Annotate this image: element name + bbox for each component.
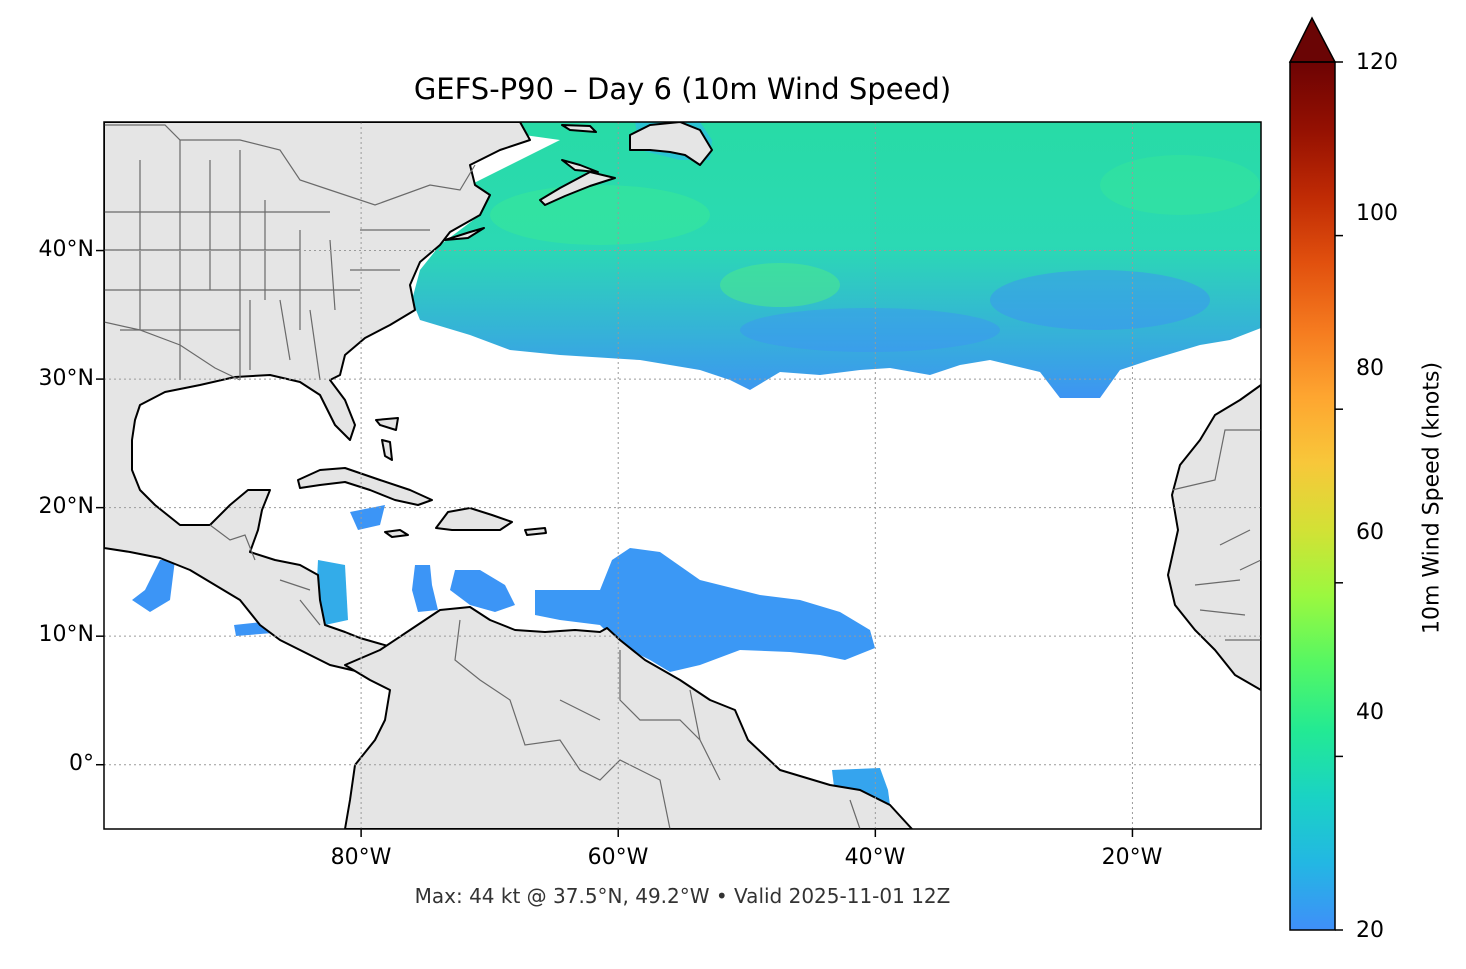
valid-time-footer: Max: 44 kt @ 37.5°N, 49.2°W • Valid 2025… [414,884,951,908]
wind-low-2 [740,308,1000,352]
border-africa [1171,429,1261,641]
map-panel [96,121,1262,837]
lat-label-10n: 10°N [38,622,94,647]
state-lines-1 [104,140,430,380]
lon-label-60w: 60°W [587,845,649,870]
colorbar-tick-label-120: 120 [1356,50,1398,75]
land-puerto-rico [524,527,547,536]
wind-field [132,122,1261,805]
lat-label-30n: 30°N [38,366,94,391]
lat-label-40n: 40°N [38,237,94,262]
colorbar-extend-arrow [1288,16,1337,63]
axis-ticks [96,249,1134,837]
colorbar-tick-label-100: 100 [1356,201,1398,226]
colorbar-tick-label-20: 20 [1356,918,1384,943]
state-lines-2 [120,160,321,381]
map-frame [103,121,1262,830]
wind-region-honduras-patch [316,560,348,625]
borders [104,124,1261,829]
chart-title: GEFS-P90 – Day 6 (10m Wind Speed) [413,72,952,106]
land-newfoundland [629,122,713,166]
land-south-america [344,606,913,829]
lon-label-40w: 40°W [844,845,906,870]
wind-region-hispaniola-south [350,505,385,530]
land-jamaica [384,529,409,538]
wind-region-pacific-patch-1 [132,560,175,612]
border-central-america [209,524,321,626]
wind-core-2 [490,185,710,245]
colorbar-ticks [1335,61,1343,931]
colorbar-tick-label-80: 80 [1356,356,1384,381]
colorbar-frame [1289,61,1336,931]
wind-core-3 [1100,155,1260,215]
colorbar-body [1290,62,1335,930]
land-bahamas-1 [375,417,399,431]
colorbar [1288,16,1343,931]
land-nova-scotia [539,171,616,206]
colorbar-tick-label-60: 60 [1356,520,1384,545]
wind-low-1 [990,270,1210,330]
border-us-canada [104,124,476,206]
lon-label-80w: 80°W [330,845,392,870]
lat-label-20n: 20°N [38,494,94,519]
lon-label-20w: 20°W [1101,845,1163,870]
land-hispaniola [435,507,513,531]
lat-label-0: 0° [69,751,94,776]
border-south-america [454,619,861,829]
land-bahamas-2 [381,439,393,461]
land-long-island [444,227,485,241]
colorbar-tick-label-40: 40 [1356,700,1384,725]
land-cuba [297,467,433,506]
land-anticosti [561,124,597,133]
wind-max-core [720,263,840,307]
wind-region-venezuela-coast [450,570,515,612]
colorbar-title: 10m Wind Speed (knots) [1419,361,1445,635]
land-pei [561,159,599,173]
wind-region-north-atlantic [412,122,1261,398]
wind-region-antilles-patch [412,565,438,612]
